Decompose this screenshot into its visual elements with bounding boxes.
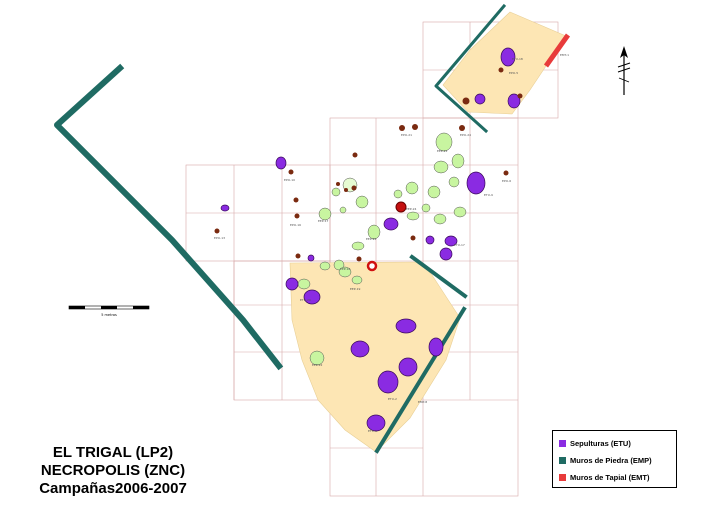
label-feature: EPO-21 xyxy=(401,133,412,137)
excavated-area-south xyxy=(289,261,461,453)
label-feature: EEP-11 xyxy=(437,149,448,153)
label-feature: EEP-18 xyxy=(340,267,351,271)
label-feature: EEP-22 xyxy=(312,363,323,367)
label-feature: ETU-2 xyxy=(388,397,397,401)
stone-wall-southeast xyxy=(374,306,467,454)
label-feature: EPO-5 xyxy=(509,71,518,75)
label-feature: EPO-24 xyxy=(460,133,471,137)
label-feature: ETU-1 xyxy=(368,429,377,433)
label-feature: EEP-24 xyxy=(406,207,417,211)
label-feature: ETU-17 xyxy=(454,243,465,247)
pit-structures xyxy=(297,132,467,366)
stone-wall-west xyxy=(54,63,284,371)
label-feature: EPO-10 xyxy=(284,178,295,182)
stone-wall-ne-diagonal xyxy=(434,3,507,134)
legend-item-stone-walls: Muros de Piedra (EMP) xyxy=(559,452,676,469)
label-feature: EEP-17 xyxy=(318,219,329,223)
label-feature: EPO-6 xyxy=(502,179,511,183)
legend-swatch-rammed-earth-walls xyxy=(559,474,566,481)
legend-swatch-graves xyxy=(559,440,566,447)
scale-bar-label: 5 metros xyxy=(101,313,117,317)
label-feature: EPO-13 xyxy=(214,236,225,240)
label-feature: EPO-16 xyxy=(290,223,301,227)
graves xyxy=(220,47,521,432)
label-feature: ETU-20 xyxy=(300,298,311,302)
label-feature: ETU-18 xyxy=(512,57,523,61)
stone-wall-east-short xyxy=(409,254,468,299)
legend-item-rammed-earth-walls: Muros de Tapial (EMT) xyxy=(559,469,676,486)
legend-label-rammed-earth-walls: Muros de Tapial (EMT) xyxy=(570,473,650,482)
legend-swatch-stone-walls xyxy=(559,457,566,464)
title-line-campaigns: Campañas2006-2007 xyxy=(39,480,187,497)
red-marker-lower xyxy=(366,260,378,272)
legend-label-graves: Sepulturas (ETU) xyxy=(570,439,631,448)
map-legend: Sepulturas (ETU) Muros de Piedra (EMP) M… xyxy=(552,430,677,488)
title-line-site: EL TRIGAL (LP2) xyxy=(52,444,174,461)
map-title: EL TRIGAL (LP2) NECROPOLIS (ZNC) Campaña… xyxy=(18,444,208,498)
label-feature: EEP-19 xyxy=(350,287,361,291)
stone-walls xyxy=(54,3,507,454)
label-feature: EMT-1 xyxy=(560,53,569,57)
post-holes xyxy=(214,67,523,262)
label-feature: ETU-9 xyxy=(484,193,493,197)
north-arrow-icon xyxy=(617,46,631,95)
legend-item-graves: Sepulturas (ETU) xyxy=(559,435,676,452)
red-marker-upper xyxy=(395,201,407,213)
feature-labels: ETU-18 EPO-5 EMT-1 EPO-21 EEP-11 EPO-24 … xyxy=(214,53,569,433)
title-line-necropolis: NECROPOLIS (ZNC) xyxy=(40,462,186,479)
label-feature: EEP-21 xyxy=(366,237,377,241)
label-feature: EMP-8 xyxy=(418,400,427,404)
legend-label-stone-walls: Muros de Piedra (EMP) xyxy=(570,456,652,465)
scale-bar: 5 metros xyxy=(68,305,150,317)
rammed-earth-wall xyxy=(543,33,571,68)
